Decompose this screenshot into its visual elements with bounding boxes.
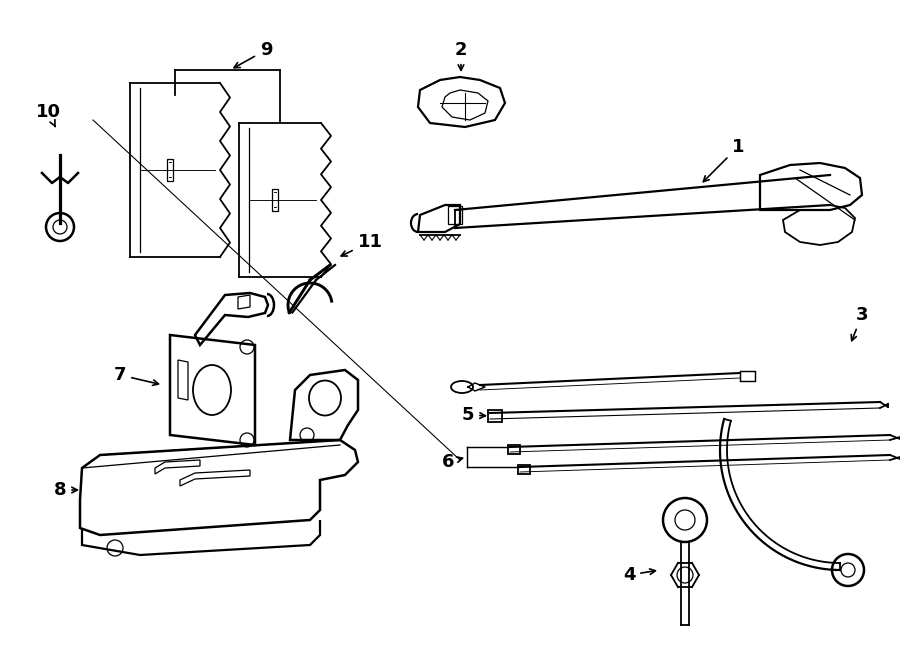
Text: 6: 6 [442,453,463,471]
Text: 4: 4 [623,566,655,584]
Text: 5: 5 [462,406,485,424]
Text: 9: 9 [234,41,272,67]
Text: 7: 7 [113,366,158,385]
Text: 8: 8 [54,481,77,499]
Text: 2: 2 [454,41,467,70]
Text: 1: 1 [703,138,744,182]
Text: 11: 11 [341,233,382,256]
Text: 3: 3 [851,306,868,340]
Text: 10: 10 [35,103,60,126]
